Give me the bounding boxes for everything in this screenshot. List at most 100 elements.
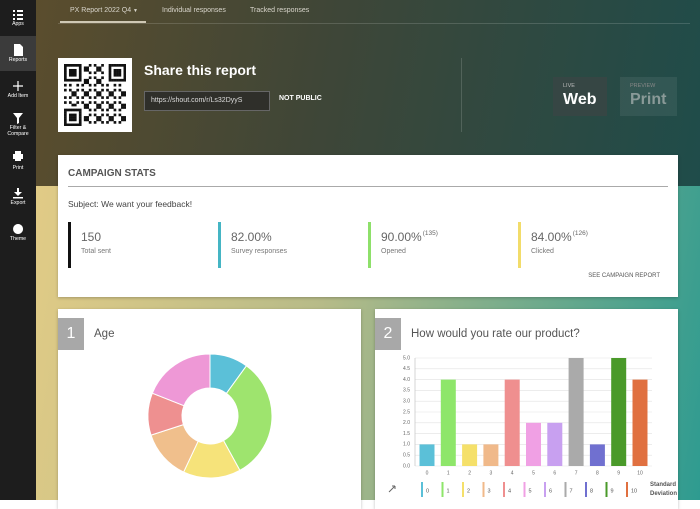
qr-module	[118, 101, 122, 104]
qr-module	[73, 116, 77, 119]
sidebar-item[interactable]: Add Item	[0, 78, 36, 107]
qr-module	[64, 71, 67, 75]
qr-module	[64, 121, 67, 124]
stat-value: 82.00%	[231, 230, 272, 244]
mode-button[interactable]: PREVIEW Print	[620, 77, 677, 116]
qr-module	[98, 68, 102, 72]
qr-module	[113, 101, 117, 104]
sidebar-icon	[13, 151, 23, 161]
qr-module	[98, 103, 102, 107]
qr-module	[64, 123, 67, 126]
qr-module	[68, 71, 72, 75]
stat-bar	[218, 222, 221, 268]
qr-module	[108, 103, 112, 107]
qr-module	[73, 73, 77, 77]
qr-module	[118, 83, 122, 87]
qr-module	[78, 113, 82, 117]
qr-module	[83, 93, 87, 97]
qr-module	[113, 121, 117, 124]
qr-module	[64, 64, 67, 67]
qr-module	[116, 78, 119, 82]
qr-module	[96, 106, 99, 109]
qr-module	[76, 78, 80, 82]
qr-module	[66, 64, 70, 67]
campaign-link[interactable]: SEE CAMPAIGN REPORT	[588, 273, 660, 279]
qr-module	[78, 123, 82, 126]
qr-module	[98, 116, 102, 119]
qr-module	[68, 108, 72, 112]
qr-module	[68, 123, 72, 126]
tab-underline	[60, 21, 146, 23]
qr-module	[86, 93, 89, 97]
stat-label: Opened	[381, 248, 406, 255]
qr-module	[68, 83, 72, 87]
qr-module	[68, 113, 72, 117]
qr-module	[83, 103, 87, 107]
qr-module	[68, 73, 72, 77]
qr-module	[88, 96, 92, 99]
stat-bar	[68, 222, 71, 268]
qr-module	[101, 108, 104, 112]
qr-module	[116, 71, 119, 75]
icon	[13, 113, 23, 124]
tab[interactable]: Individual responses	[162, 7, 226, 14]
sidebar-item[interactable]: Filter & Compare	[0, 110, 36, 139]
share-title: Share this report	[144, 62, 257, 78]
share-url[interactable]: https://shout.com/r/Ls32DyyS	[144, 91, 270, 111]
stat-value: 150	[81, 230, 101, 244]
qr-module	[96, 66, 99, 70]
qr-module	[108, 116, 112, 119]
qr-module	[113, 68, 117, 72]
sidebar-label: Filter & Compare	[7, 125, 29, 137]
qr-module	[101, 71, 104, 75]
mode-caption: PREVIEW	[630, 83, 656, 89]
sidebar-item[interactable]: Theme	[0, 221, 36, 250]
qr-module	[123, 103, 126, 107]
campaign-subject: Subject: We want your feedback!	[68, 199, 193, 209]
qr-module	[73, 103, 77, 107]
qr-module	[66, 78, 70, 82]
tab[interactable]: PX Report 2022 Q4 ▼	[70, 7, 138, 14]
sidebar-item[interactable]: Apps	[0, 7, 36, 35]
sidebar-item[interactable]: Print	[0, 148, 36, 179]
qr-module	[113, 108, 117, 112]
qr-module	[71, 93, 75, 97]
qr-module	[73, 91, 77, 94]
qr-module	[64, 73, 67, 77]
stat-label: Survey responses	[231, 248, 288, 255]
qr-module	[71, 68, 75, 72]
qr-module	[113, 113, 117, 117]
tab[interactable]: Tracked responses	[250, 7, 310, 14]
qr-module	[64, 108, 67, 112]
qr-module	[96, 93, 99, 97]
qr-module	[98, 93, 102, 97]
qr-module	[106, 83, 109, 87]
qr-module	[73, 93, 77, 97]
sidebar-label: Reports	[8, 57, 28, 63]
qr-module	[78, 66, 82, 70]
qr-box	[58, 58, 132, 132]
qr-module	[121, 78, 124, 82]
qr-module	[83, 116, 87, 119]
mode-button[interactable]: LIVE Web	[553, 77, 607, 116]
qr-module	[83, 81, 87, 85]
qr-module	[71, 78, 75, 82]
qr-module	[88, 71, 92, 75]
qr-module	[86, 68, 89, 72]
qr-module	[108, 66, 112, 70]
sidebar-item[interactable]: Export	[0, 185, 36, 214]
qr-module	[71, 108, 75, 112]
qr-module	[68, 64, 72, 67]
sidebar-icon	[13, 81, 23, 91]
qr-module	[98, 91, 102, 94]
qr-module	[68, 78, 72, 82]
qr-module	[93, 121, 97, 124]
qr-module	[106, 113, 109, 117]
qr-module	[113, 71, 117, 75]
sidebar-item[interactable]: Reports	[0, 36, 36, 71]
legend-extra: Standard Deviation	[650, 482, 678, 497]
qr-module	[113, 83, 117, 87]
sidebar-label: Export	[10, 200, 26, 206]
qr-code	[64, 64, 126, 126]
qr-module	[108, 76, 112, 80]
